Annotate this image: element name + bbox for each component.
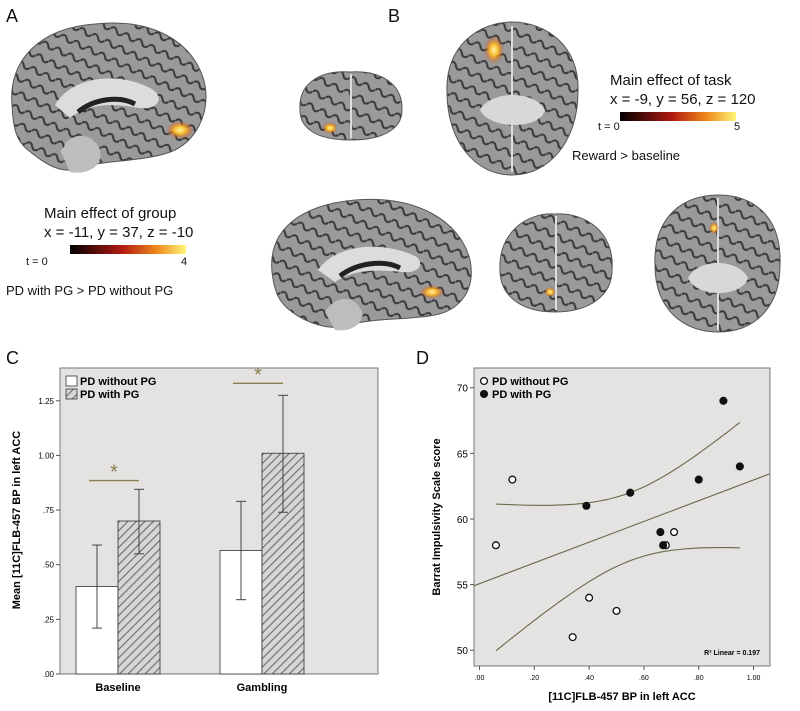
point-without-pg — [568, 633, 577, 642]
point-without-pg — [508, 475, 517, 484]
scale-min-a: t = 0 — [26, 256, 48, 268]
confidence-lower — [495, 547, 740, 652]
stat-coords-b: x = -9, y = 56, z = 120 — [610, 91, 756, 108]
brain-coronal-a — [299, 71, 403, 141]
x-category-label: Baseline — [95, 682, 140, 694]
x-tick-label: .00 — [475, 675, 485, 682]
y-ticks-d: 50 55 60 65 70 — [457, 384, 474, 657]
panel-letter-d: D — [416, 348, 429, 368]
point-with-pg — [694, 475, 703, 484]
legend-marker — [479, 376, 489, 386]
x-tick-label: .40 — [584, 675, 594, 682]
y-tick-label: 65 — [457, 449, 469, 460]
brain-coronal-lower — [499, 213, 613, 313]
significance-star: * — [254, 364, 262, 386]
y-tick-label: .50 — [43, 561, 55, 570]
y-tick-label: 70 — [457, 384, 469, 395]
y-axis-label-c: Mean [11C]FLB-457 BP in left ACC — [11, 431, 23, 610]
confidence-upper — [495, 421, 741, 506]
scatter-plot: Barrat Impulsivity Scale score [11C]FLB-… — [431, 367, 771, 703]
plot-area-d — [473, 367, 771, 667]
panel-letter-b: B — [388, 6, 401, 26]
y-axis-label-d: Barrat Impulsivity Scale score — [431, 438, 443, 595]
point-without-pg — [491, 541, 500, 550]
point-with-pg — [626, 488, 635, 497]
fit-line — [474, 473, 770, 587]
stat-title-a: Main effect of group — [44, 205, 177, 222]
point-with-pg — [719, 396, 728, 405]
panel-letter-a: A — [6, 6, 19, 26]
x-axis-label-d: [11C]FLB-457 BP in left ACC — [548, 691, 695, 703]
y-tick-label: 1.00 — [38, 451, 54, 460]
y-tick-label: 55 — [457, 581, 469, 592]
x-tick-label: 1.00 — [747, 675, 761, 682]
y-tick-label: .25 — [43, 615, 55, 624]
point-with-pg — [582, 501, 591, 510]
x-ticks-d: .00 .20 .40 .60 .80 1.00 — [475, 666, 761, 682]
point-without-pg — [612, 606, 621, 615]
stat-title-b: Main effect of task — [610, 72, 732, 89]
point-with-pg — [659, 541, 668, 550]
r-squared-annotation: R² Linear = 0.197 — [704, 650, 760, 657]
brain-sagittal-lower — [271, 198, 472, 331]
scale-min-b: t = 0 — [598, 121, 620, 133]
contrast-b: Reward > baseline — [572, 148, 681, 163]
y-tick-label: 50 — [457, 646, 469, 657]
x-labels-c: Baseline Gambling — [95, 682, 287, 694]
brain-images — [11, 21, 781, 333]
legend-label: PD with PG — [80, 389, 139, 401]
y-tick-label: .00 — [43, 670, 55, 679]
legend-marker — [479, 389, 489, 399]
panel-letter-c: C — [6, 348, 19, 368]
point-without-pg — [585, 593, 594, 602]
point-with-pg — [735, 462, 744, 471]
y-tick-label: 60 — [457, 515, 469, 526]
x-category-label: Gambling — [237, 682, 288, 694]
x-tick-label: .80 — [694, 675, 704, 682]
bar-chart: Mean [11C]FLB-457 BP in left ACC .00 .25.… — [11, 364, 379, 694]
y-ticks-c: .00 .25 .50 .75 1.00 1.25 — [38, 397, 60, 679]
point-with-pg — [656, 528, 665, 537]
bars-c: ** — [75, 364, 305, 675]
y-tick-label: 1.25 — [38, 397, 54, 406]
stat-coords-a: x = -11, y = 37, z = -10 — [44, 224, 194, 241]
regression-lines — [474, 421, 770, 652]
contrast-a: PD with PG > PD without PG — [6, 283, 174, 298]
points-d — [491, 396, 744, 642]
x-tick-label: .60 — [639, 675, 649, 682]
activation-blob — [166, 121, 194, 139]
legend-label: PD without PG — [492, 376, 568, 388]
brain-axial-lower — [654, 194, 781, 333]
significance-star: * — [110, 462, 118, 484]
scale-max-a: 4 — [181, 256, 188, 268]
y-tick-label: .75 — [43, 506, 55, 515]
brain-sagittal-a — [11, 22, 207, 173]
brain-axial-b — [446, 21, 579, 176]
point-without-pg — [670, 528, 679, 537]
legend-swatch — [65, 375, 78, 387]
x-tick-label: .20 — [529, 675, 539, 682]
legend-label: PD with PG — [492, 389, 551, 401]
scale-max-b: 5 — [734, 121, 741, 133]
colorbar-b — [620, 112, 736, 121]
colorbar-a — [70, 245, 186, 254]
legend-label: PD without PG — [80, 376, 156, 388]
legend-swatch — [65, 388, 78, 400]
